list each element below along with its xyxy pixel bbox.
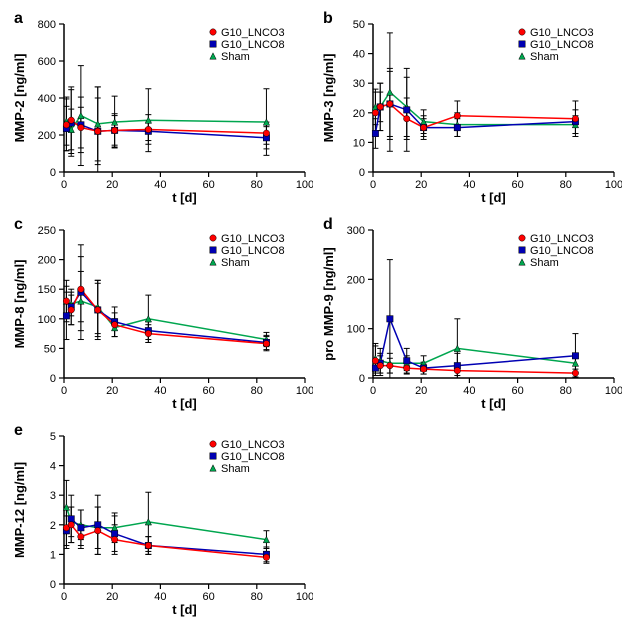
svg-text:Sham: Sham (530, 257, 559, 269)
svg-text:60: 60 (511, 179, 523, 191)
svg-text:100: 100 (38, 314, 56, 326)
svg-text:60: 60 (202, 591, 214, 603)
svg-text:20: 20 (106, 385, 118, 397)
svg-text:20: 20 (106, 179, 118, 191)
svg-text:G10_LNCO8: G10_LNCO8 (221, 39, 285, 51)
panel-e: e 0 20 40 60 80 100 0 1 2 3 4 5 t [d] MMP-12 [ng/ml] G1… (8, 420, 313, 620)
svg-text:MMP-12 [ng/ml]: MMP-12 [ng/ml] (12, 462, 27, 558)
svg-text:Sham: Sham (221, 257, 250, 269)
svg-text:20: 20 (353, 108, 365, 120)
panel-label-b: b (323, 10, 333, 28)
svg-text:100: 100 (605, 179, 622, 191)
svg-text:50: 50 (44, 343, 56, 355)
svg-text:G10_LNCO3: G10_LNCO3 (530, 27, 594, 39)
svg-text:t [d]: t [d] (172, 190, 197, 205)
svg-text:t [d]: t [d] (481, 396, 506, 411)
svg-text:pro MMP-9 [ng/ml]: pro MMP-9 [ng/ml] (321, 247, 336, 360)
svg-text:t [d]: t [d] (481, 190, 506, 205)
svg-text:400: 400 (38, 93, 56, 105)
svg-text:0: 0 (61, 179, 67, 191)
svg-text:40: 40 (154, 179, 166, 191)
svg-text:1: 1 (50, 549, 56, 561)
svg-text:40: 40 (154, 385, 166, 397)
svg-text:G10_LNCO8: G10_LNCO8 (530, 39, 594, 51)
svg-text:300: 300 (347, 225, 365, 237)
svg-text:0: 0 (50, 167, 56, 179)
svg-text:0: 0 (359, 167, 365, 179)
panel-b: b 0 20 40 60 80 100 0 10 20 30 40 50 t [d] MMP-3 [ng/m… (317, 8, 622, 208)
svg-text:60: 60 (202, 179, 214, 191)
svg-text:40: 40 (154, 591, 166, 603)
panel-d: d 0 20 40 60 80 100 0 100 200 300 t [d] pro MMP-9 [n… (317, 214, 622, 414)
svg-text:0: 0 (370, 179, 376, 191)
svg-text:80: 80 (251, 179, 263, 191)
svg-text:Sham: Sham (221, 463, 250, 475)
svg-text:600: 600 (38, 56, 56, 68)
svg-text:3: 3 (50, 490, 56, 502)
svg-text:80: 80 (251, 385, 263, 397)
svg-text:5: 5 (50, 431, 56, 443)
svg-text:80: 80 (560, 385, 572, 397)
svg-text:0: 0 (50, 579, 56, 591)
svg-text:100: 100 (296, 591, 313, 603)
svg-text:20: 20 (106, 591, 118, 603)
svg-text:250: 250 (38, 225, 56, 237)
svg-text:G10_LNCO8: G10_LNCO8 (221, 451, 285, 463)
panel-a: a 0 20 40 60 80 100 0 200 400 600 800 t [d] MMP-2 [ng… (8, 8, 313, 208)
svg-text:G10_LNCO3: G10_LNCO3 (221, 27, 285, 39)
svg-text:60: 60 (511, 385, 523, 397)
svg-text:MMP-8 [ng/ml]: MMP-8 [ng/ml] (12, 260, 27, 349)
panel-label-e: e (14, 422, 23, 440)
svg-text:50: 50 (353, 19, 365, 31)
svg-text:30: 30 (353, 78, 365, 90)
svg-text:40: 40 (463, 179, 475, 191)
panel-label-a: a (14, 10, 23, 28)
svg-text:G10_LNCO8: G10_LNCO8 (221, 245, 285, 257)
svg-text:G10_LNCO3: G10_LNCO3 (221, 233, 285, 245)
svg-text:100: 100 (296, 179, 313, 191)
svg-text:G10_LNCO8: G10_LNCO8 (530, 245, 594, 257)
svg-text:10: 10 (353, 137, 365, 149)
svg-text:20: 20 (415, 179, 427, 191)
svg-text:100: 100 (296, 385, 313, 397)
panel-c: c 0 20 40 60 80 100 0 50 100 150 200 250 t [d] MMP-8 [… (8, 214, 313, 414)
svg-text:2: 2 (50, 520, 56, 532)
svg-text:MMP-2 [ng/ml]: MMP-2 [ng/ml] (12, 54, 27, 143)
svg-text:0: 0 (61, 385, 67, 397)
svg-text:Sham: Sham (530, 51, 559, 63)
svg-text:G10_LNCO3: G10_LNCO3 (530, 233, 594, 245)
svg-text:t [d]: t [d] (172, 602, 197, 617)
svg-text:150: 150 (38, 284, 56, 296)
panel-label-d: d (323, 216, 333, 234)
panel-label-c: c (14, 216, 23, 234)
svg-text:0: 0 (370, 385, 376, 397)
svg-text:80: 80 (251, 591, 263, 603)
svg-text:0: 0 (359, 373, 365, 385)
svg-text:60: 60 (202, 385, 214, 397)
svg-text:80: 80 (560, 179, 572, 191)
svg-text:200: 200 (38, 130, 56, 142)
svg-text:800: 800 (38, 19, 56, 31)
svg-text:100: 100 (605, 385, 622, 397)
svg-text:40: 40 (353, 49, 365, 61)
svg-text:200: 200 (347, 274, 365, 286)
svg-text:20: 20 (415, 385, 427, 397)
svg-text:40: 40 (463, 385, 475, 397)
svg-text:t [d]: t [d] (172, 396, 197, 411)
svg-text:0: 0 (50, 373, 56, 385)
svg-text:200: 200 (38, 255, 56, 267)
svg-text:Sham: Sham (221, 51, 250, 63)
svg-text:MMP-3 [ng/ml]: MMP-3 [ng/ml] (321, 54, 336, 143)
svg-text:100: 100 (347, 324, 365, 336)
chart-grid: a0204060801000200400600800t [d]MMP-2 [ng… (8, 8, 622, 620)
svg-text:4: 4 (50, 461, 56, 473)
svg-text:G10_LNCO3: G10_LNCO3 (221, 439, 285, 451)
svg-text:0: 0 (61, 591, 67, 603)
